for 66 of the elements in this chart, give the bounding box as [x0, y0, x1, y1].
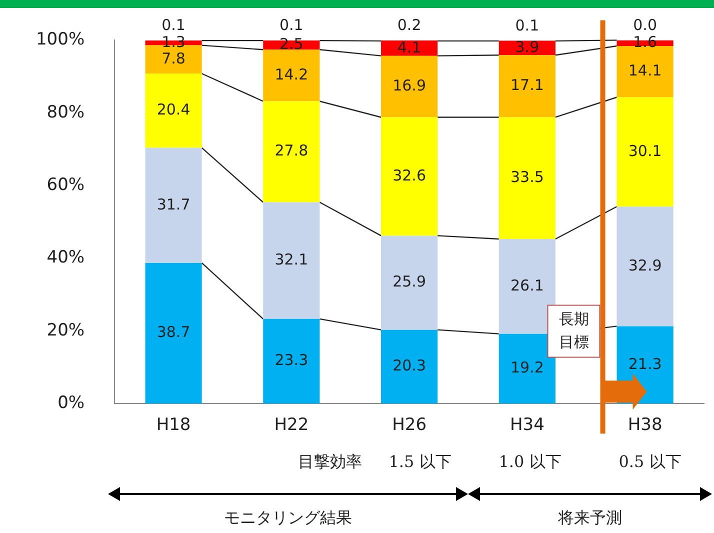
data-label: 0.2 — [397, 16, 422, 34]
data-label: 32.6 — [392, 166, 426, 184]
bar — [381, 40, 438, 56]
bar — [616, 97, 674, 207]
bar — [498, 334, 556, 404]
data-label: 20.3 — [392, 356, 426, 375]
bar — [263, 50, 320, 102]
bar — [263, 318, 320, 404]
x-tick-label: H26 — [392, 415, 427, 436]
data-label: 4.1 — [397, 38, 422, 56]
data-label: 3.9 — [515, 38, 540, 56]
text: モニタリング結果 — [223, 508, 353, 529]
data-label: 30.1 — [628, 142, 662, 160]
data-label: 0.0 — [633, 16, 657, 34]
x-tick-label: H18 — [156, 415, 191, 436]
data-label: 2.5 — [279, 34, 304, 53]
data-label: 7.8 — [162, 49, 186, 68]
bar — [145, 148, 202, 263]
data-label: 27.8 — [274, 142, 308, 160]
bar — [381, 330, 438, 404]
data-label: 0.1 — [162, 16, 186, 34]
data-label: 33.5 — [510, 168, 544, 186]
text: 1.5 以下 — [388, 452, 452, 473]
bar — [498, 238, 556, 334]
text: 将来予測 — [557, 508, 623, 529]
y-tick-label: 60% — [46, 174, 85, 195]
data-label: 31.7 — [156, 195, 190, 214]
data-label: 14.1 — [628, 62, 662, 80]
y-tick-label: 0% — [58, 393, 85, 414]
data-label: 23.3 — [274, 351, 308, 370]
text: 0.5 以下 — [618, 452, 682, 473]
text: 1.0 以下 — [498, 452, 562, 473]
bar — [381, 236, 438, 330]
text: 目撃効率 — [297, 452, 363, 473]
bar — [263, 202, 320, 319]
y-tick-label: 80% — [46, 102, 85, 122]
data-label: 26.1 — [510, 276, 544, 294]
bar — [381, 117, 438, 236]
data-label: 38.7 — [156, 323, 190, 342]
bar — [498, 117, 556, 239]
y-tick-label: 100% — [36, 30, 85, 50]
data-label: 0.1 — [279, 16, 304, 34]
data-label: 32.1 — [274, 250, 308, 268]
y-tick-label: 40% — [46, 248, 85, 268]
ref-line-label: 長期目標 — [558, 310, 589, 352]
data-label: 17.1 — [510, 76, 544, 94]
data-label: 19.2 — [510, 358, 544, 377]
x-tick-label: H34 — [510, 415, 544, 436]
bar — [498, 55, 556, 118]
data-label: 20.4 — [156, 100, 190, 119]
bar — [145, 74, 202, 148]
data-label: 25.9 — [392, 272, 426, 291]
data-label: 14.2 — [274, 65, 308, 84]
data-label: 32.9 — [628, 256, 662, 274]
data-label: 0.1 — [515, 16, 540, 34]
bar — [381, 56, 438, 118]
bar — [616, 206, 674, 326]
bar — [616, 46, 674, 98]
y-tick-label: 20% — [46, 320, 85, 340]
bar — [145, 262, 202, 404]
x-tick-label: H38 — [628, 415, 662, 436]
bar — [498, 40, 556, 56]
data-label: 16.9 — [392, 76, 426, 94]
x-tick-label: H22 — [274, 415, 309, 436]
bar — [263, 101, 320, 202]
data-label: 21.3 — [628, 354, 662, 373]
